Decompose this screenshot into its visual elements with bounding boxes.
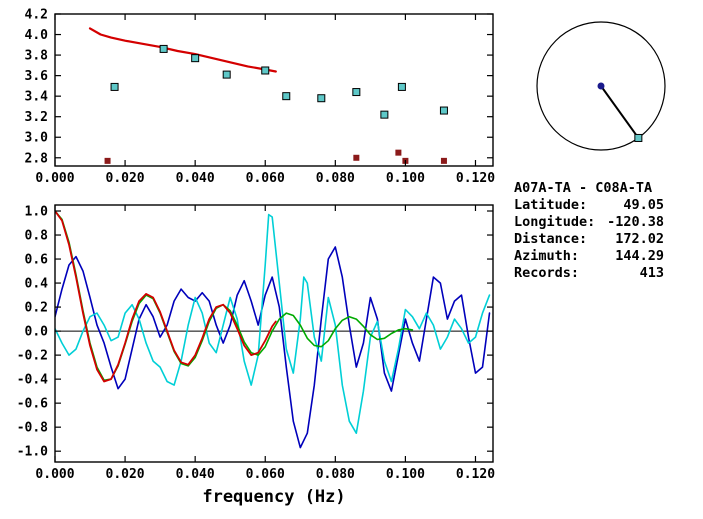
x-tick-label: 0.100	[386, 171, 425, 186]
x-tick-label: 0.080	[316, 171, 355, 186]
y-tick-label: -0.8	[17, 421, 48, 436]
info-value-latitude: 49.05	[623, 197, 664, 213]
plot-frame	[54, 204, 494, 463]
center-station-dot	[597, 82, 605, 90]
y-tick-label: 0.8	[25, 229, 49, 244]
dial-circle	[536, 21, 666, 151]
y-tick-label: 4.2	[25, 8, 48, 23]
info-label-latitude: Latitude:	[514, 197, 588, 213]
accepted-measurements-point	[159, 44, 168, 53]
y-tick-label: -0.4	[17, 373, 48, 388]
x-tick-label: 0.100	[386, 467, 425, 482]
reference-dispersion-curve	[88, 27, 277, 73]
y-tick-label: -0.6	[17, 397, 48, 412]
accepted-measurements-point	[439, 106, 448, 115]
y-tick-label: 2.8	[25, 151, 49, 166]
pair-station-marker	[634, 133, 643, 142]
station-pair-title: A07A-TA - C08A-TA	[514, 180, 653, 196]
accepted-measurements-point	[380, 110, 389, 119]
x-tick-label: 0.040	[176, 467, 215, 482]
rejected-measurements-point	[395, 149, 402, 156]
x-tick-label: 0.040	[176, 171, 215, 186]
info-value-distance: 172.02	[615, 231, 664, 247]
rejected-measurements-point	[104, 157, 111, 164]
info-row-azimuth: Azimuth: 144.29	[514, 248, 664, 265]
info-row-latitude: Latitude: 49.05	[514, 197, 664, 214]
info-value-longitude: -120.38	[607, 214, 664, 230]
accepted-measurements-point	[317, 94, 326, 103]
y-tick-label: 0.6	[25, 253, 49, 268]
info-label-azimuth: Azimuth:	[514, 248, 580, 264]
x-tick-label: 0.060	[246, 467, 285, 482]
waveforms-plot: 0.000 0.020 0.040 0.060 0.080 0.100 0.120 1.0 0.…	[17, 204, 495, 507]
y-tick-label: 3.2	[25, 110, 48, 125]
info-row-records: Records: 413	[514, 265, 664, 282]
y-tick-label: 1.0	[25, 205, 49, 220]
info-label-longitude: Longitude:	[514, 214, 596, 230]
x-tick-label: 0.020	[106, 467, 145, 482]
x-tick-label: 0.020	[106, 171, 145, 186]
rejected-measurements-point	[440, 157, 447, 164]
rejected-measurements	[104, 149, 447, 164]
azimuth-dial	[536, 21, 666, 151]
y-tick-label: 0.0	[25, 325, 49, 340]
x-axis-label: frequency (Hz)	[202, 487, 345, 507]
rejected-measurements-point	[353, 154, 360, 161]
accepted-measurements-point	[352, 88, 361, 97]
x-tick-label: 0.080	[316, 467, 355, 482]
azimuth-line	[600, 85, 640, 139]
y-tick-label: 0.4	[25, 277, 49, 292]
accepted-measurements-point	[110, 82, 119, 91]
x-tick-label: 0.120	[456, 171, 495, 186]
accepted-measurements-point	[261, 66, 270, 75]
info-row-distance: Distance: 172.02	[514, 231, 664, 248]
accepted-measurements-point	[282, 92, 291, 101]
stack-waveform-blue	[55, 246, 491, 449]
x-tick-label: 0.000	[35, 467, 74, 482]
fitted-waveform-green	[55, 210, 414, 382]
info-value-azimuth: 144.29	[615, 248, 664, 264]
y-tick-label: 3.4	[25, 90, 49, 105]
x-tick-label: 0.060	[246, 171, 285, 186]
y-tick-label: -1.0	[17, 445, 48, 460]
y-tick-label: -0.2	[17, 349, 48, 364]
x-tick-label: 0.120	[456, 467, 495, 482]
stack-waveform-cyan	[55, 213, 491, 435]
y-tick-label: 3.8	[25, 49, 49, 64]
x-tick-label: 0.000	[35, 171, 74, 186]
y-tick-label: 4.0	[25, 28, 49, 43]
y-tick-label: 0.2	[25, 301, 48, 316]
info-label-records: Records:	[514, 265, 580, 281]
dispersion-plot: 0.000 0.020 0.040 0.060 0.080 0.100 0.120 4.2 4.…	[25, 8, 496, 187]
y-tick-label: 3.6	[25, 69, 49, 84]
accepted-measurements-point	[397, 82, 406, 91]
station-info: A07A-TA - C08A-TA Latitude: 49.05 Longit…	[514, 180, 664, 282]
info-label-distance: Distance:	[514, 231, 588, 247]
plot-frame	[54, 13, 494, 167]
info-row-longitude: Longitude: -120.38	[514, 214, 664, 231]
accepted-measurements-point	[222, 70, 231, 79]
info-value-records: 413	[639, 265, 664, 281]
accepted-measurements	[110, 44, 448, 119]
accepted-measurements-point	[191, 54, 200, 63]
y-tick-label: 3.0	[25, 131, 49, 146]
fitted-waveform-red	[55, 210, 277, 383]
